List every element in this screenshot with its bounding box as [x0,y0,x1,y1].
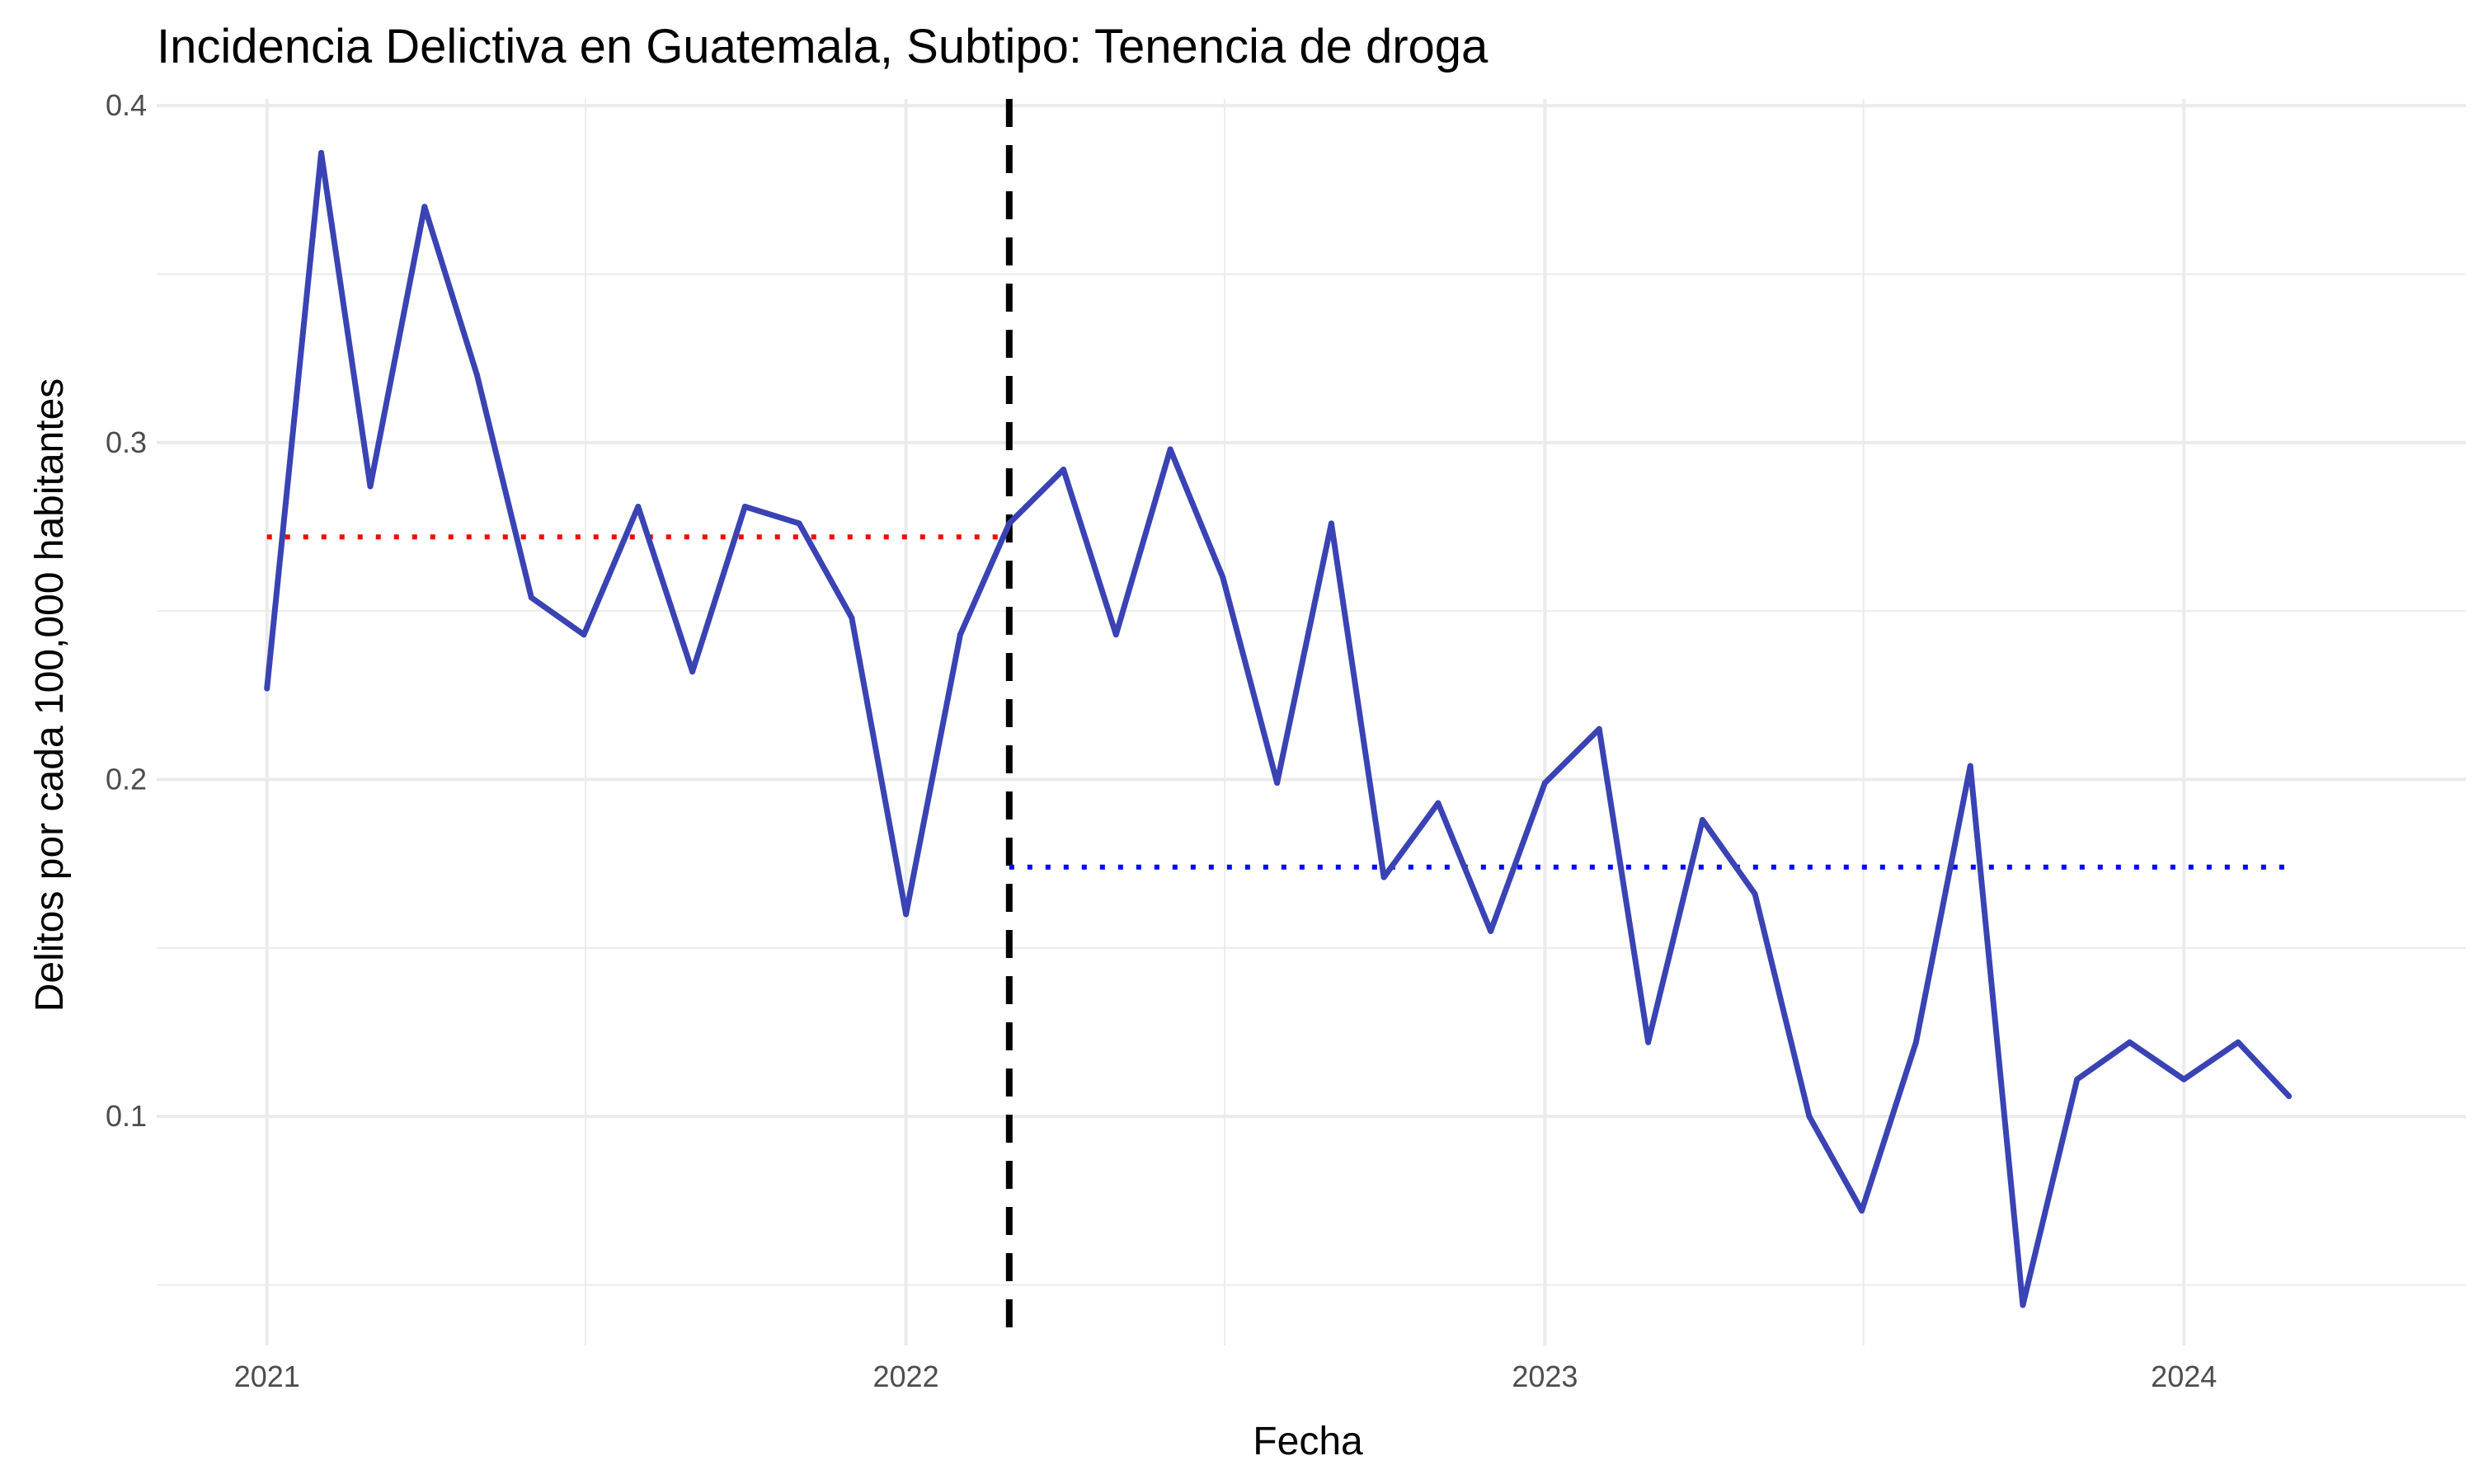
y-tick-label: 0.4 [106,88,147,122]
data-point [367,483,374,490]
data-point [528,594,534,601]
y-tick-label: 0.2 [106,762,147,796]
data-point [2126,1039,2133,1045]
data-point [903,911,910,918]
x-axis-title: Fecha [1253,1420,1363,1463]
data-point [1699,817,1705,824]
data-point [1645,1039,1652,1045]
data-point [635,503,642,510]
data-point [318,149,325,156]
data-point [1274,780,1281,787]
data-point [1112,632,1119,638]
x-tick-label: 2023 [1512,1360,1578,1393]
data-point [473,372,480,378]
data-point [1912,1039,1919,1045]
data-point [1596,726,1602,732]
chart-title: Incidencia Delictiva en Guatemala, Subti… [157,20,1489,73]
x-tick-label: 2024 [2151,1360,2217,1393]
data-point [2286,1093,2293,1100]
data-point [957,632,963,638]
data-point [689,669,696,675]
data-point [581,632,587,638]
data-point [1859,1208,1865,1214]
reference-lines [266,99,2289,1345]
data-point [2020,1302,2026,1308]
data-point [1006,520,1013,527]
tick-labels: 0.1 0.2 0.3 0.4 2021 2022 2023 2024 [106,88,2217,1393]
data-point [1220,574,1226,580]
data-point [421,204,428,210]
data-point [1380,874,1387,881]
data-point [796,520,802,527]
data-point [2235,1039,2241,1045]
data-point [1167,446,1174,453]
data-point [1488,928,1494,934]
data-point [1541,780,1548,787]
data-point [264,685,270,692]
y-tick-label: 0.1 [106,1099,147,1133]
x-tick-label: 2022 [873,1360,939,1393]
x-tick-label: 2021 [234,1360,300,1393]
data-point [741,503,748,510]
data-point [1806,1113,1813,1120]
grid [157,99,2466,1345]
data-point [1435,800,1442,806]
data-point [1328,520,1334,527]
y-tick-label: 0.3 [106,425,147,459]
data-point [2180,1076,2187,1082]
data-point [2074,1076,2081,1082]
series-layer [264,149,2293,1308]
data-point [1752,890,1758,897]
data-point [849,614,855,621]
data-point [1061,467,1067,473]
data-point [1967,763,1973,769]
y-axis-title: Delitos por cada 100,000 habitantes [28,378,72,1012]
